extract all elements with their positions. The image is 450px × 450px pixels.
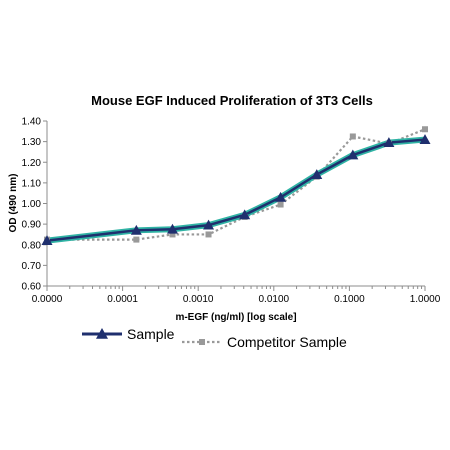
- x-axis-label: m-EGF (ng/ml) [log scale]: [175, 312, 296, 323]
- y-tick-label: 1.10: [22, 178, 42, 189]
- y-tick-label: 1.20: [22, 158, 42, 169]
- data-point-sample: [347, 149, 359, 160]
- legend-marker-competitor-sample: [199, 339, 205, 345]
- series-line-competitor-sample: [47, 128, 426, 241]
- data-point-sample: [419, 134, 431, 144]
- series-line-sample-fit: [46, 136, 426, 244]
- data-point-competitor-sample: [422, 126, 428, 133]
- data-point-sample: [239, 209, 251, 220]
- data-point-sample: [130, 224, 142, 235]
- data-point-competitor-sample: [277, 201, 284, 208]
- legend: Sample Competitor Sample: [82, 326, 347, 350]
- data-point-competitor-sample: [133, 236, 140, 243]
- y-tick-label: 1.40: [22, 117, 42, 128]
- x-tick-label: 1.0000: [410, 294, 441, 305]
- chart-title: Mouse EGF Induced Proliferation of 3T3 C…: [91, 93, 373, 108]
- legend-label-competitor-sample: Competitor Sample: [227, 334, 347, 350]
- data-point-sample: [311, 169, 323, 180]
- data-point-sample: [383, 137, 395, 148]
- y-tick-label: 0.70: [22, 261, 42, 272]
- series-line-sample: [46, 138, 426, 242]
- data-point-sample: [41, 235, 53, 246]
- data-point-sample: [275, 191, 287, 202]
- x-tick-label: 0.1000: [334, 294, 365, 305]
- x-tick-label: 0.0000: [32, 294, 63, 305]
- y-axis-label: OD (490 nm): [8, 174, 19, 233]
- y-tick-label: 0.60: [22, 282, 42, 293]
- legend-label-sample: Sample: [127, 326, 175, 342]
- y-tick-label: 0.90: [22, 220, 42, 231]
- data-point-sample: [166, 223, 178, 234]
- data-point-competitor-sample: [169, 231, 176, 238]
- data-point-competitor-sample: [349, 133, 356, 140]
- plot-area: 0.60 0.70 0.80 0.90 1.00 1.10 1.20 1.30 1.40 0.00…: [22, 117, 441, 306]
- y-tick-label: 0.80: [22, 240, 42, 251]
- x-tick-label: 0.0010: [183, 294, 214, 305]
- legend-marker-sample: [96, 328, 108, 339]
- x-tick-label: 0.0100: [259, 294, 290, 305]
- x-tick-label: 0.0001: [107, 294, 138, 305]
- data-point-sample: [203, 219, 215, 230]
- y-tick-label: 1.30: [22, 137, 42, 148]
- y-tick-label: 1.00: [22, 199, 42, 210]
- data-point-competitor-sample: [205, 231, 212, 238]
